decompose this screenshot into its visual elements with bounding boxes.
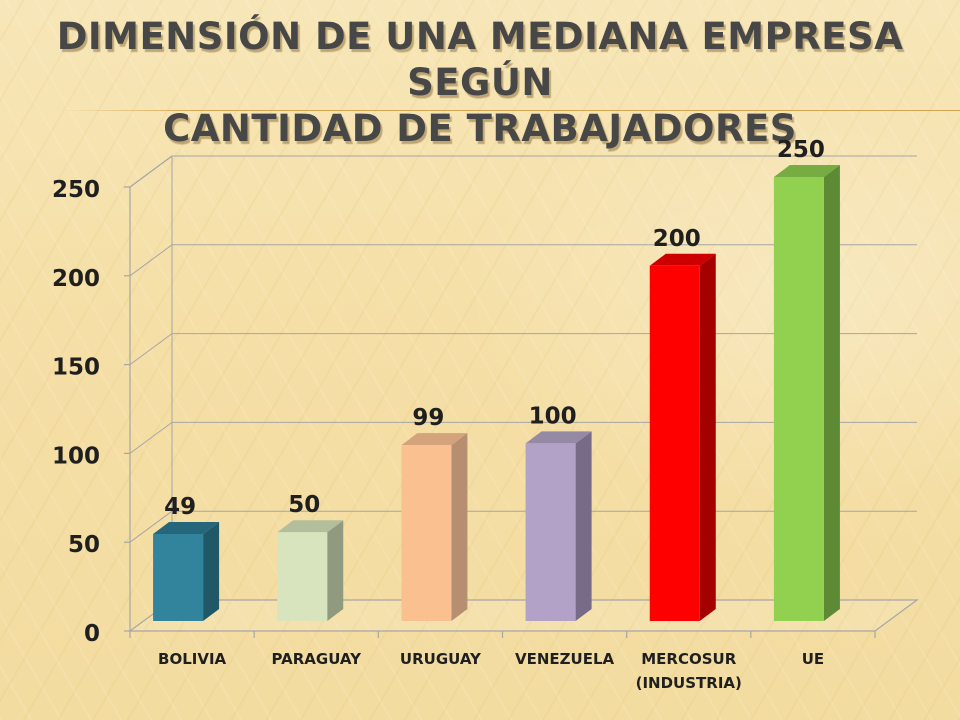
bar-side	[327, 520, 344, 621]
bar-top	[773, 165, 840, 177]
x-tick-labels: BOLIVIA PARAGUAY URUGUAY VENEZUELA MERCOSUR (…	[158, 650, 824, 692]
gridline-depth	[129, 421, 173, 454]
gridline-depth	[129, 155, 173, 188]
bar	[649, 253, 716, 622]
title-underline	[60, 110, 960, 111]
title-line-2: CANTIDAD DE TRABAJADORES	[163, 107, 797, 150]
bar-front	[525, 443, 576, 621]
data-label: 200	[653, 226, 701, 252]
x-tick-label: (INDUSTRIA)	[636, 674, 742, 692]
axes	[124, 186, 876, 638]
x-tick-label: URUGUAY	[400, 650, 482, 668]
data-label: 99	[412, 405, 444, 431]
bar-front	[649, 265, 700, 621]
x-tick-label: UE	[802, 650, 824, 668]
bar	[277, 520, 344, 621]
data-labels: 49 50 99 100 200 250	[164, 137, 825, 520]
bar-front	[153, 533, 204, 621]
bar	[401, 433, 468, 621]
x-tick-label: BOLIVIA	[158, 650, 227, 668]
y-tick-label: 0	[84, 621, 100, 647]
bar-side	[699, 253, 716, 622]
y-tick-label: 150	[52, 355, 100, 381]
bar-top	[277, 520, 344, 533]
x-tick-label: PARAGUAY	[272, 650, 363, 668]
title-line-1: DIMENSIÓN DE UNA MEDIANA EMPRESA SEGÚN	[56, 15, 904, 104]
data-label: 250	[777, 137, 825, 163]
bar-top	[401, 433, 468, 446]
bar-top	[153, 521, 220, 534]
y-tick-label: 200	[52, 266, 100, 292]
y-tick-labels: 0 50 100 150 200 250	[52, 177, 100, 647]
y-tick-label: 250	[52, 177, 100, 203]
chart-title: DIMENSIÓN DE UNA MEDIANA EMPRESA SEGÚN C…	[0, 14, 960, 152]
bar	[153, 521, 220, 621]
gridline-depth	[129, 333, 173, 366]
gridline-depth	[129, 244, 173, 277]
data-label: 100	[529, 403, 577, 429]
bar-series	[153, 165, 840, 622]
bar	[773, 165, 840, 621]
bar-front	[277, 532, 328, 621]
y-tick-label: 50	[68, 532, 100, 558]
gridline-depth	[129, 510, 173, 543]
data-label: 49	[164, 494, 196, 520]
y-tick-label: 100	[52, 443, 100, 469]
bar-top	[649, 253, 716, 266]
x-tick-label: VENEZUELA	[515, 650, 615, 668]
bar-top	[525, 431, 592, 444]
bar-front	[773, 177, 824, 621]
bar	[525, 431, 592, 621]
x-tick-label: MERCOSUR	[641, 650, 736, 668]
data-label: 50	[288, 492, 320, 518]
bar-side	[575, 431, 592, 621]
bar-side	[451, 433, 468, 621]
bar-side	[823, 165, 840, 621]
bar-side	[203, 521, 220, 621]
bar-front	[401, 445, 452, 621]
